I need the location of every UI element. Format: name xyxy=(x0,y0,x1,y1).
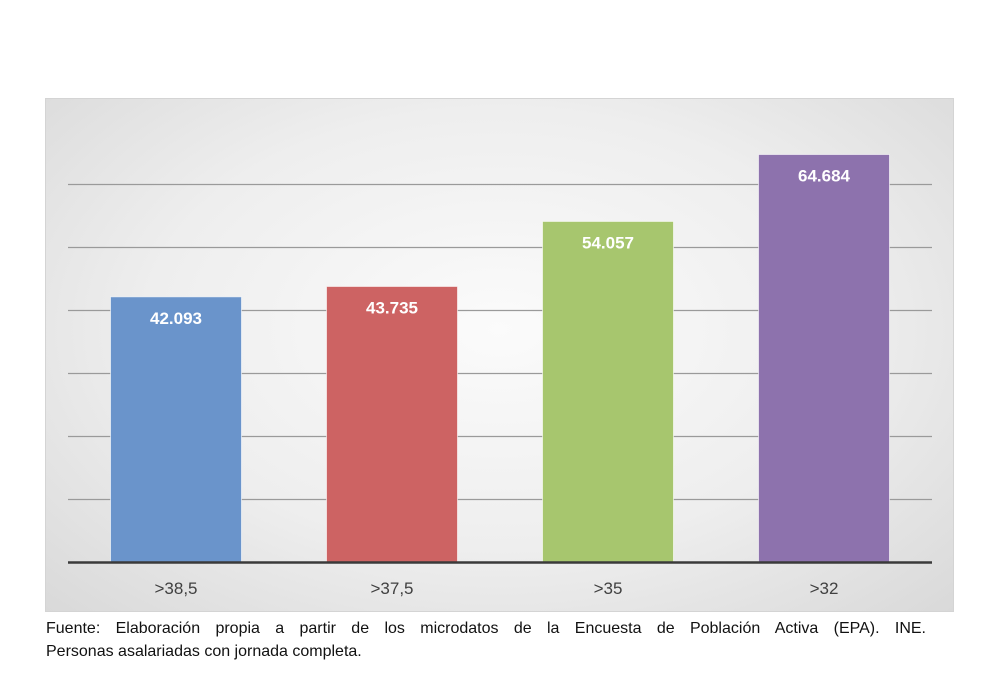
source-note: Fuente: Elaboración propia a partir de l… xyxy=(46,620,926,637)
bar-3 xyxy=(758,153,890,563)
x-tick-label-1: >37,5 xyxy=(370,579,413,598)
value-label-1: 43.735 xyxy=(366,298,418,317)
source-subnote: Personas asalariadas con jornada complet… xyxy=(46,643,362,660)
bar-1 xyxy=(326,285,458,563)
value-label-2: 54.057 xyxy=(582,233,634,252)
x-axis: >38,5 >37,5 >35 >32 xyxy=(68,561,932,598)
value-label-3: 64.684 xyxy=(798,166,851,185)
chart-area: 42.093 43.735 54.057 64.684 >38,5 >37,5 >35 >3… xyxy=(45,98,954,612)
bar-0 xyxy=(110,296,242,563)
x-tick-label-0: >38,5 xyxy=(154,579,197,598)
bar-2 xyxy=(542,220,674,563)
bars: 42.093 43.735 54.057 64.684 xyxy=(110,153,890,563)
value-label-0: 42.093 xyxy=(150,309,202,328)
x-tick-label-2: >35 xyxy=(594,579,623,598)
x-tick-label-3: >32 xyxy=(810,579,839,598)
